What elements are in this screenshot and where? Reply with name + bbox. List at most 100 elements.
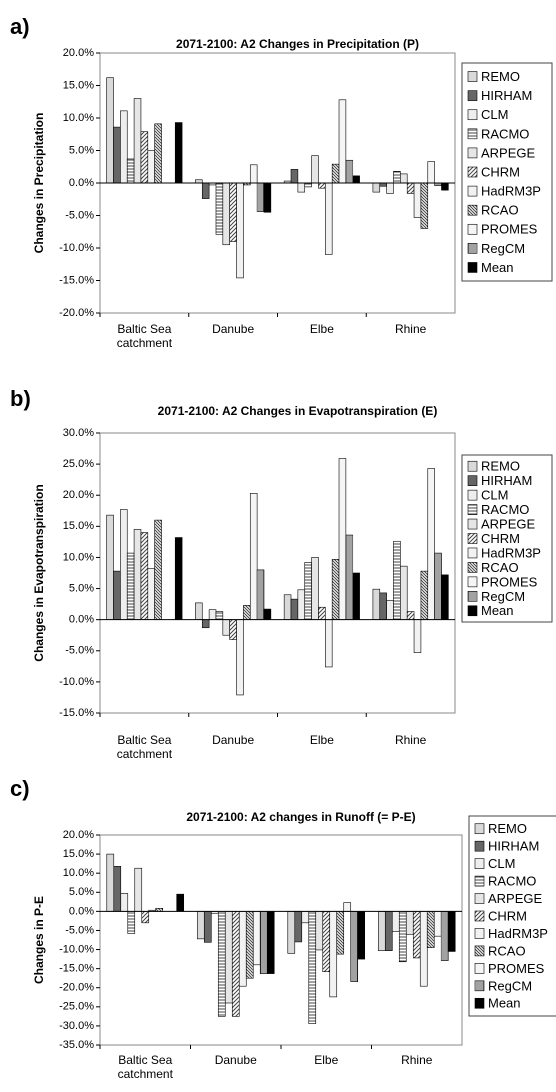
bar (106, 77, 114, 184)
bar (405, 911, 414, 935)
bar (420, 182, 429, 229)
legend-text: RACMO (488, 874, 536, 889)
bar (133, 98, 142, 184)
bar (120, 509, 128, 620)
legend-swatch (474, 823, 485, 835)
bar (325, 619, 333, 668)
bar (154, 519, 162, 620)
bar (229, 182, 237, 242)
legend-swatch (467, 576, 478, 588)
bar (331, 559, 340, 620)
bar (256, 569, 265, 620)
x-tick-label: Rhine (394, 733, 427, 747)
chart-title: 2071-2100: A2 Changes in Evapotranspirat… (158, 404, 438, 418)
legend-text: PROMES (481, 574, 538, 589)
bar (379, 592, 387, 620)
y-tick-label: 0.0% (69, 614, 94, 626)
legend-text: CLM (481, 107, 508, 122)
bar (215, 182, 224, 235)
y-tick-label: -35.0% (59, 1039, 94, 1051)
legend-swatch (467, 562, 478, 573)
panel-label: a) (10, 14, 30, 39)
legend-swatch (474, 910, 485, 922)
bar (386, 600, 394, 620)
bar (147, 568, 155, 620)
bar (229, 619, 237, 640)
legend-swatch (467, 204, 478, 216)
legend-text: HIRHAM (488, 839, 539, 854)
legend-swatch (467, 90, 478, 101)
legend-swatch (474, 858, 485, 869)
legend-text: RACMO (481, 126, 529, 141)
bar (224, 911, 233, 1004)
bar (263, 608, 272, 620)
bar (147, 150, 155, 184)
bar (126, 158, 135, 184)
bar (154, 123, 162, 184)
bar (236, 182, 244, 279)
bar (141, 911, 150, 924)
bar (343, 902, 352, 912)
y-tick-label: 10.0% (63, 551, 94, 563)
bar (217, 911, 226, 1017)
legend-text: HIRHAM (481, 88, 532, 103)
bar (440, 911, 449, 961)
y-tick-label: 25.0% (63, 458, 94, 470)
bar (208, 609, 217, 620)
y-axis-label: Changes in Evapotranspiration (32, 484, 46, 661)
bar (372, 182, 381, 193)
y-tick-label: -5.0% (65, 924, 94, 936)
bar (236, 619, 244, 696)
bar (338, 458, 347, 620)
y-tick-label: -15.0% (59, 963, 94, 975)
bar (426, 911, 435, 948)
bar (301, 911, 310, 924)
bar (322, 911, 331, 972)
bar (120, 110, 128, 184)
legend-text: Mean (481, 260, 514, 275)
bar (195, 602, 203, 620)
bar (350, 911, 359, 982)
bar (245, 911, 254, 979)
bar (133, 529, 142, 620)
y-tick-label: -10.0% (59, 943, 94, 955)
bar (222, 619, 230, 636)
bar (201, 619, 210, 629)
legend-swatch (474, 893, 485, 904)
legend-swatch (474, 980, 485, 992)
legend-swatch (467, 547, 478, 559)
y-tick-label: 5.0% (69, 886, 94, 898)
x-tick-label: Baltic Sea catchment (116, 322, 173, 350)
bar (113, 570, 121, 620)
legend-text: CHRM (481, 531, 520, 546)
legend-swatch (467, 605, 478, 617)
x-tick-label: Danube (214, 1053, 257, 1067)
y-axis-label: Changes in P-E (32, 896, 46, 984)
bar (433, 911, 442, 937)
legend-text: ARPEGE (481, 516, 536, 531)
bar (372, 588, 381, 620)
x-tick-label: Rhine (401, 1053, 433, 1067)
legend-swatch (474, 963, 485, 974)
legend-text: REMO (481, 69, 520, 84)
legend-swatch (474, 840, 485, 852)
x-tick-label: Rhine (394, 322, 427, 336)
plot-frame (99, 834, 463, 1046)
bar (357, 911, 366, 960)
legend-swatch (467, 223, 478, 235)
y-tick-label: 0.0% (69, 905, 94, 917)
y-tick-label: -20.0% (59, 982, 94, 994)
legend-swatch (467, 518, 478, 530)
x-tick-label-box: Elbe (314, 1053, 338, 1067)
y-tick-label: -30.0% (59, 1020, 94, 1032)
legend-text: ARPEGE (481, 145, 536, 160)
bar (140, 131, 149, 184)
legend-swatch (467, 71, 478, 82)
legend-swatch (467, 533, 478, 544)
legend-text: CHRM (488, 908, 527, 923)
x-tick-label: Danube (212, 733, 255, 747)
x-tick-label-box: Danube (214, 1053, 257, 1067)
bar (413, 619, 422, 653)
x-tick-label-box: Baltic Sea catchment (118, 1053, 173, 1081)
bar (231, 911, 240, 1017)
